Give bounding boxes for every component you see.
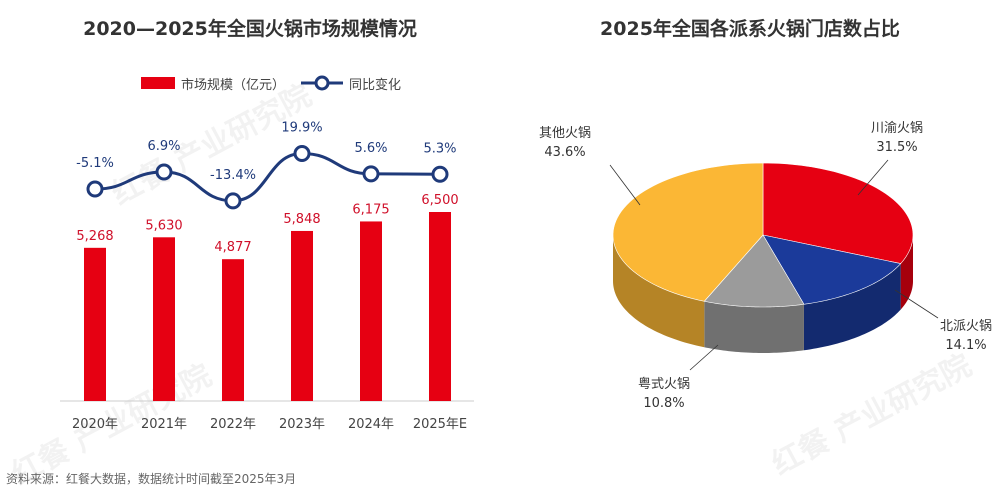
pie-label-value: 31.5% [876,140,917,155]
pie-label-name: 川渝火锅 [871,120,923,136]
yoy-marker [431,165,449,183]
x-tick-label: 2024年 [348,417,394,432]
bar-2022年 [222,259,244,401]
pie-side-粤式火锅 [704,301,804,353]
x-tick-label: 2023年 [279,417,325,432]
pie-label-value: 43.6% [544,145,585,160]
pie-side-其他火锅 [613,235,705,348]
leader-line [689,344,719,371]
pie-label-value: 10.8% [643,396,684,411]
yoy-value-label: -5.1% [76,156,114,171]
pie-label-value: 14.1% [945,338,986,353]
legend-line-label: 同比变化 [349,77,401,93]
yoy-value-label: 19.9% [281,121,322,136]
pie-label-name: 其他火锅 [539,125,591,141]
bar-value-label: 5,848 [283,212,320,227]
pie-slice-粤式火锅 [703,234,805,308]
yoy-marker [86,180,104,198]
pie-slice-北派火锅 [762,234,902,305]
bar-2024年 [360,221,382,401]
bar-2023年 [291,230,313,401]
x-tick-label: 2020年 [72,417,118,432]
leader-line [857,159,889,196]
bar-2021年 [153,237,175,401]
bar-2025年E [429,212,451,401]
bar-2020年 [84,247,106,401]
pie-chart-title: 2025年全国各派系火锅门店数占比 [600,18,900,40]
yoy-value-label: -13.4% [210,168,256,183]
yoy-value-label: 6.9% [147,139,180,154]
yoy-line [94,152,441,203]
bar-value-label: 4,877 [214,240,251,255]
legend-bar-swatch [141,77,175,89]
yoy-marker [362,165,380,183]
yoy-marker [155,163,173,181]
x-tick-label: 2022年 [210,417,256,432]
pie-slice-其他火锅 [612,162,764,302]
yoy-value-label: 5.6% [354,141,387,156]
x-tick-label: 2021年 [141,417,187,432]
pie-slice-川渝火锅 [762,162,914,264]
legend-bar-label: 市场规模（亿元） [181,77,285,93]
pie-side-川渝火锅 [900,235,913,310]
yoy-marker [293,145,311,163]
leader-line [609,164,641,206]
yoy-marker [224,192,242,210]
bar-value-label: 5,268 [76,229,113,244]
yoy-value-label: 5.3% [423,141,456,156]
pie-label-name: 北派火锅 [940,318,992,334]
leader-line [894,289,939,319]
bar-value-label: 6,500 [421,193,458,208]
pie-side-北派火锅 [803,263,901,351]
bar-value-label: 6,175 [352,202,389,217]
pie-label-name: 粤式火锅 [638,376,690,392]
bar-value-label: 5,630 [145,218,182,233]
source-footer: 资料来源：红餐大数据，数据统计时间截至2025年3月 [6,472,297,486]
legend-line-marker [314,75,330,91]
bar-chart-title: 2020—2025年全国火锅市场规模情况 [83,18,417,40]
x-tick-label: 2025年E [413,417,467,432]
